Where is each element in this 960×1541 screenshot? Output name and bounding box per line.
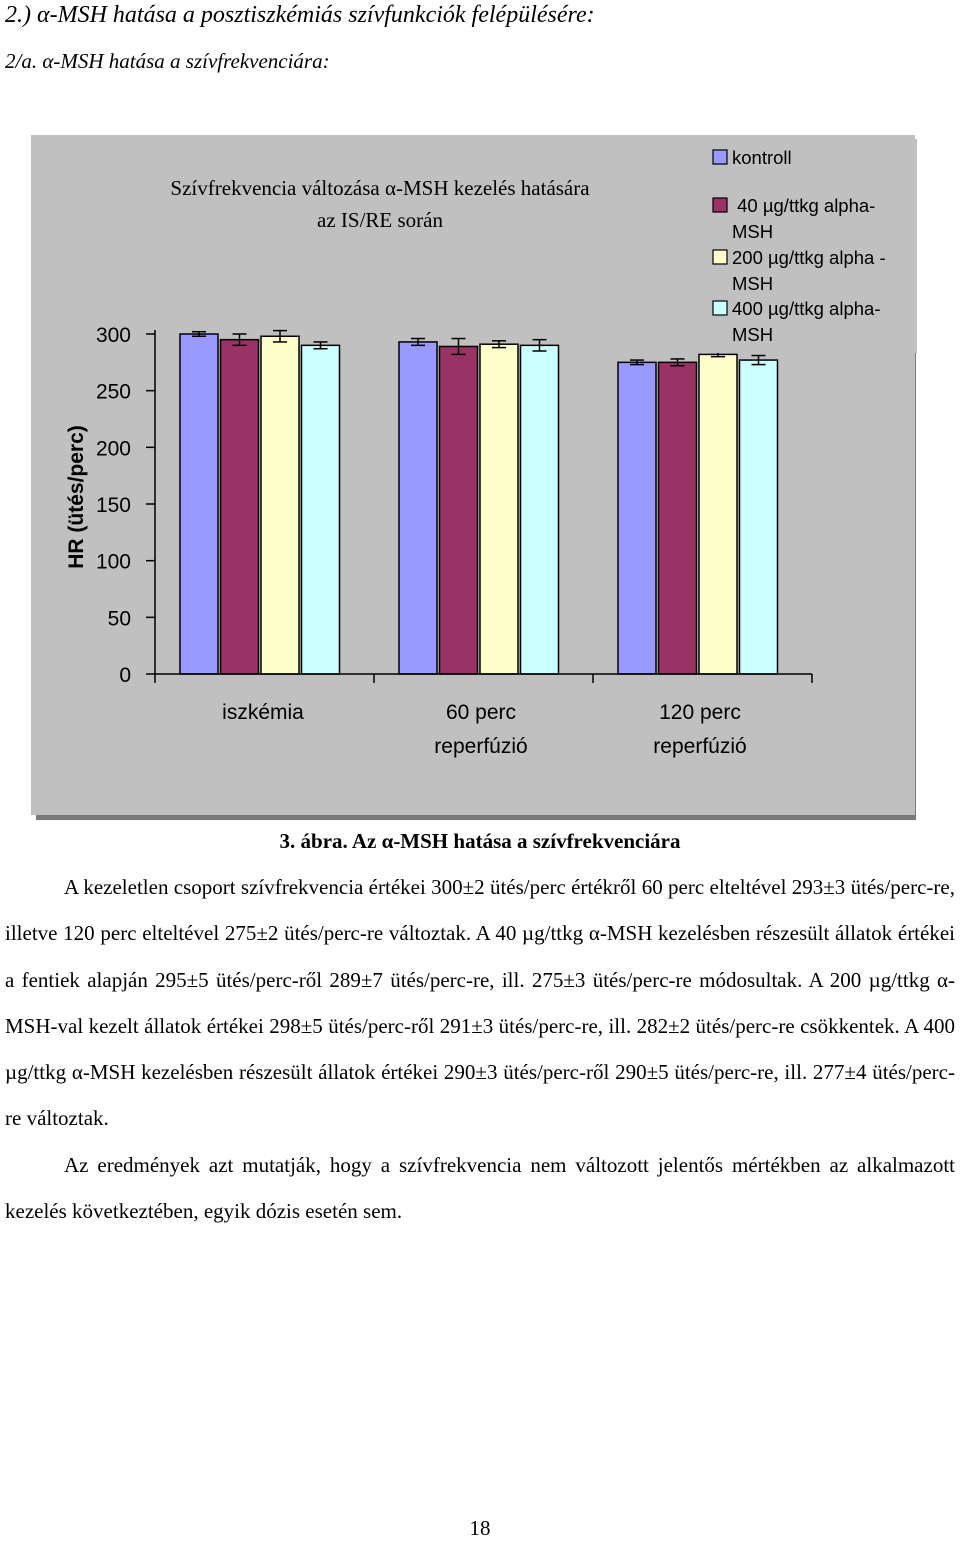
legend-swatch: [712, 249, 728, 265]
bar: [300, 344, 341, 675]
legend-label: MSH: [732, 324, 773, 345]
y-axis-label: HR (ütés/perc): [65, 425, 88, 569]
results-paragraph-1: A kezeletlen csoport szívfrekvencia érté…: [5, 875, 955, 1131]
heart-rate-bar-chart: Szívfrekvencia változása α-MSH kezelés h…: [31, 135, 917, 820]
legend-label: 200 µg/ttkg alpha -: [732, 247, 886, 268]
x-category-label: iszkémia: [222, 701, 304, 724]
figure-caption-text: Az α-MSH hatása a szívfrekvenciára: [347, 829, 681, 853]
legend-label: MSH: [732, 221, 773, 242]
bar: [519, 344, 560, 675]
bar: [698, 353, 738, 675]
y-tick-label: 50: [108, 607, 131, 630]
chart-title-line-2: az IS/RE során: [317, 208, 443, 232]
legend-swatch: [712, 197, 728, 213]
y-tick-label: 0: [119, 664, 131, 687]
results-text: A kezeletlen csoport szívfrekvencia érté…: [5, 864, 955, 1234]
legend-swatch: [712, 149, 728, 165]
x-category-label: 60 perc: [446, 701, 516, 724]
figure-caption-label: 3. ábra.: [279, 829, 348, 853]
y-tick-label: 200: [96, 437, 131, 460]
bar: [398, 341, 438, 675]
section-heading: 2.) α-MSH hatása a posztiszkémiás szívfu…: [5, 2, 595, 28]
subsection-heading: 2/a. α-MSH hatása a szívfrekvenciára:: [5, 49, 330, 73]
legend-label: 40 µg/ttkg alpha-: [732, 195, 875, 216]
chart-title-line-1: Szívfrekvencia változása α-MSH kezelés h…: [170, 176, 590, 200]
y-tick-label: 250: [96, 381, 131, 404]
bar: [260, 335, 300, 675]
bar: [479, 343, 519, 675]
legend-label: 400 µg/ttkg alpha-: [732, 298, 880, 319]
x-category-label: reperfúzió: [653, 735, 746, 758]
bar: [219, 338, 260, 675]
legend-label: kontroll: [732, 147, 792, 168]
bar: [738, 359, 779, 675]
figure-caption: 3. ábra. Az α-MSH hatása a szívfrekvenci…: [0, 829, 960, 854]
bar: [179, 333, 219, 675]
x-category-label: reperfúzió: [434, 735, 527, 758]
legend-label: MSH: [732, 273, 773, 294]
bar: [617, 361, 657, 675]
y-tick-label: 150: [96, 494, 131, 517]
results-paragraph-2: Az eredmények azt mutatják, hogy a szívf…: [5, 1152, 955, 1224]
y-tick-label: 100: [96, 551, 131, 574]
legend-swatch: [712, 300, 728, 316]
x-category-label: 120 perc: [659, 701, 741, 724]
legend-box: [709, 139, 917, 353]
bar: [657, 361, 698, 675]
bar: [438, 345, 479, 675]
page-number: 18: [469, 1516, 491, 1540]
y-tick-label: 300: [96, 324, 131, 347]
